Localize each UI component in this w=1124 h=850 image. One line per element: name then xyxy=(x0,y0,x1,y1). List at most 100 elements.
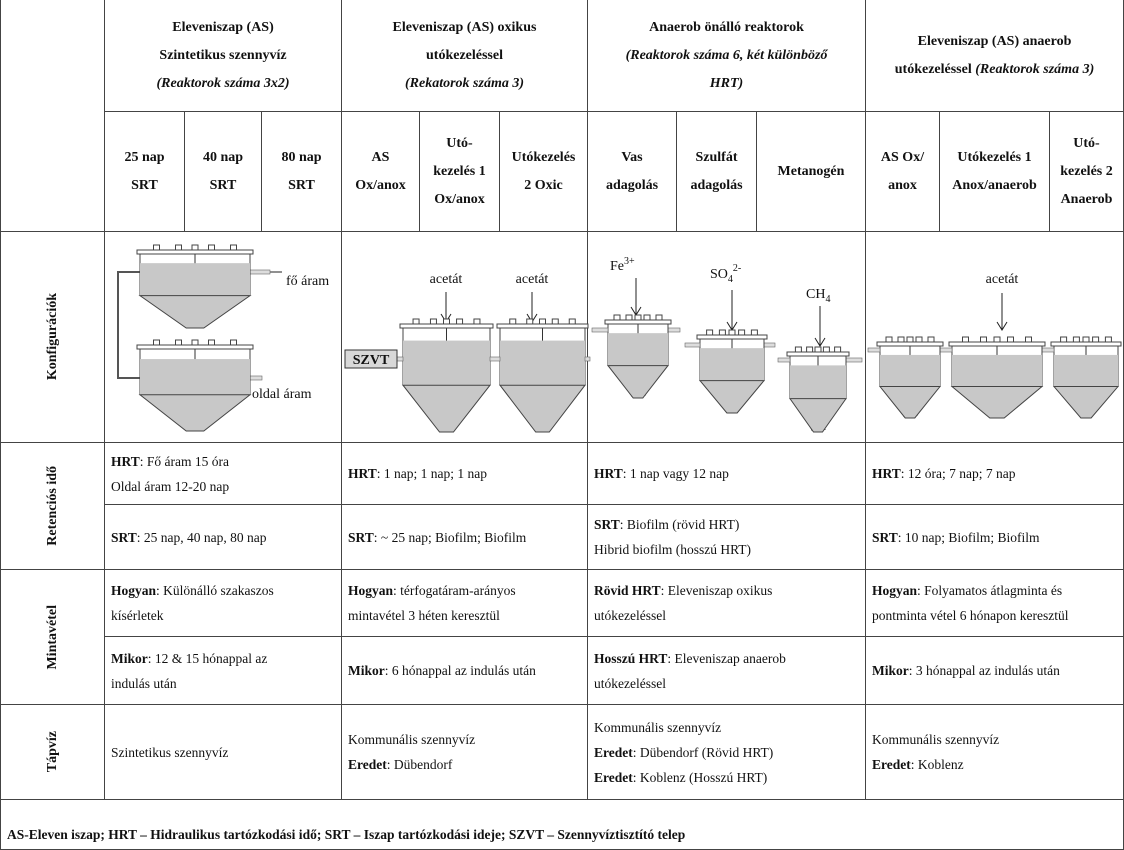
text: : 6 hónappal az indulás után xyxy=(384,663,536,678)
reactor-lid xyxy=(496,323,589,329)
group-header: Eleveniszap (AS) oxikus utókezeléssel (Rek… xyxy=(342,0,588,112)
text: : 1 nap vagy 12 nap xyxy=(622,466,729,481)
subcolumn-header: Utókezelés 1 Anox/anaerob xyxy=(940,112,1050,232)
text: (Reaktorok száma 3) xyxy=(975,61,1095,77)
text-line: AS xyxy=(372,144,390,172)
configuration-cell xyxy=(105,232,342,443)
text: SRT xyxy=(872,529,898,545)
lid-fitting xyxy=(927,336,935,343)
lid-fitting xyxy=(1025,336,1032,343)
text-line: Hogyan: Folyamatos átlagminta és xyxy=(872,578,1117,603)
acetate-label: acetát xyxy=(516,272,549,287)
reactor-water xyxy=(790,365,846,399)
text-line: SRT: 10 nap; Biofilm; Biofilm xyxy=(872,525,1117,550)
text-line: Eredet: Koblenz (Hosszú HRT) xyxy=(594,765,859,790)
text-line: adagolás xyxy=(606,172,658,200)
text: : Eleveniszap oxikus xyxy=(660,583,773,598)
reactor-cone xyxy=(498,384,587,433)
text: : Fő áram 15 óra xyxy=(139,453,230,469)
text: : ~ 25 nap; Biofilm; Biofilm xyxy=(373,529,527,545)
text: Kommunális szennyvíz xyxy=(594,719,722,735)
text: Hogyan xyxy=(348,583,394,598)
pipe xyxy=(249,375,263,381)
text-line: 80 nap xyxy=(281,144,321,172)
text: : 10 nap; Biofilm; Biofilm xyxy=(897,529,1040,545)
text: Fe xyxy=(610,259,624,274)
text-line: SRT xyxy=(210,172,237,200)
lid-fitting xyxy=(906,336,914,343)
text-line: Hogyan: Különálló szakaszos xyxy=(111,578,335,603)
text: 2 Oxic xyxy=(524,177,563,193)
text-line: Anaerob önálló reaktorok xyxy=(649,14,804,42)
text: utókezeléssel xyxy=(594,675,666,691)
reactor-lid xyxy=(1050,341,1122,347)
reactor-lid xyxy=(136,344,254,350)
iron-label: Fe3+ xyxy=(610,256,635,274)
data-cell: SRT: 25 nap, 40 nap, 80 nap xyxy=(105,505,342,570)
pipe xyxy=(777,357,791,363)
lid-fitting xyxy=(208,244,215,251)
subcolumn-header: AS Ox/anox xyxy=(342,112,420,232)
text-line: indulás után xyxy=(111,671,335,696)
acetate-label: acetát xyxy=(986,272,1019,287)
reactor-water xyxy=(700,348,764,381)
data-cell: Kommunális szennyvíz Eredet: Koblenz xyxy=(866,705,1124,800)
text: : 25 nap, 40 nap, 80 nap xyxy=(136,529,267,545)
text: : Különálló szakaszos xyxy=(156,583,274,598)
text: utókezeléssel xyxy=(594,608,666,623)
pipe xyxy=(684,342,701,348)
text: : Eleveniszap anaerob xyxy=(667,650,786,666)
text: adagolás xyxy=(605,177,659,193)
subcolumn-header: Szulfát adagolás xyxy=(677,112,757,232)
data-cell: Kommunális szennyvíz Eredet: Dübendorf (R… xyxy=(588,705,866,800)
subcolumn-header: Utó-kezelés 1 Ox/anox xyxy=(420,112,500,232)
lid-fitting xyxy=(806,346,814,353)
text: (Rekatorok száma 3) xyxy=(405,75,524,91)
text-line: Hosszú HRT: Eleveniszap anaerob xyxy=(594,646,859,671)
text-line: 25 nap xyxy=(124,144,164,172)
text-line: Utó- xyxy=(446,130,472,158)
text: utókezeléssel xyxy=(894,61,976,77)
text-line: kezelés 2 xyxy=(1060,158,1112,186)
lid-fitting xyxy=(175,244,182,251)
reactor-cone xyxy=(878,386,942,419)
text: Mikor xyxy=(348,663,385,678)
text: HRT) xyxy=(709,75,744,91)
text-line: SRT: Biofilm (rövid HRT) xyxy=(594,512,859,537)
pipe xyxy=(584,356,591,362)
row-label: Konfigurációk xyxy=(0,232,105,443)
text: anox xyxy=(888,177,917,193)
data-cell: Kommunális szennyvíz Eredet: Dübendorf xyxy=(342,705,588,800)
data-cell: HRT: 1 nap; 1 nap; 1 nap xyxy=(342,443,588,505)
text-line: utókezeléssel xyxy=(594,603,859,628)
side-flow-label: oldal áram xyxy=(252,387,312,402)
lid-fitting xyxy=(738,329,746,336)
text: SO xyxy=(710,267,728,282)
text-line: Utókezelés xyxy=(512,144,576,172)
text-line: Utó- xyxy=(1073,130,1099,158)
text-line: SRT: ~ 25 nap; Biofilm; Biofilm xyxy=(348,525,581,550)
text-line: Utókezelés 1 xyxy=(957,144,1031,172)
group-header: Anaerob önálló reaktorok (Reaktorok száma… xyxy=(588,0,866,112)
text: : 12 & 15 hónappal az xyxy=(147,650,268,666)
text: : Folyamatos átlagminta és xyxy=(917,583,1063,598)
text-line: Szintetikus szennyvíz xyxy=(159,42,286,70)
text-line: HRT: 12 óra; 7 nap; 7 nap xyxy=(872,461,1117,486)
reactor-water xyxy=(1054,354,1118,387)
reactor-lid xyxy=(604,319,672,325)
data-cell: Hosszú HRT: Eleveniszap anaerob utókezelé… xyxy=(588,637,866,705)
text: Hosszú HRT xyxy=(594,650,668,666)
lid-fitting xyxy=(208,339,215,346)
text-line: HRT: 1 nap; 1 nap; 1 nap xyxy=(348,461,581,486)
reactor-lid xyxy=(399,323,494,329)
lid-fitting xyxy=(634,314,642,321)
text: Szintetikus szennyvíz xyxy=(159,47,287,63)
lid-fitting xyxy=(568,318,576,325)
reactor-cone xyxy=(698,380,766,414)
text: 25 nap xyxy=(124,149,165,165)
lid-fitting xyxy=(1092,336,1100,343)
text: Kommunális szennyvíz xyxy=(872,732,1000,747)
text: Utókezelés xyxy=(511,149,576,165)
text-line: Metanogén xyxy=(778,158,845,186)
